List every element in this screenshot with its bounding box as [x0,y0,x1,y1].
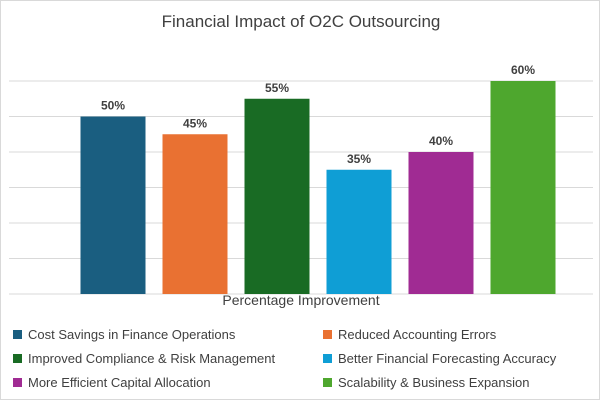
legend-label: Scalability & Business Expansion [338,374,530,390]
legend: Cost Savings in Finance Operations Reduce… [13,326,593,390]
legend-label: More Efficient Capital Allocation [28,374,211,390]
legend-item: Better Financial Forecasting Accuracy [323,350,593,366]
x-axis-title: Percentage Improvement [222,292,380,308]
legend-item: Scalability & Business Expansion [323,374,593,390]
legend-label: Reduced Accounting Errors [338,326,497,342]
legend-swatch [13,329,22,339]
legend-item: Improved Compliance & Risk Management [13,350,323,366]
legend-label: Cost Savings in Finance Operations [28,326,236,342]
data-label: 40% [429,134,453,148]
bar [490,81,556,294]
data-label: 35% [347,152,371,166]
legend-label: Improved Compliance & Risk Management [28,350,276,366]
legend-item: Reduced Accounting Errors [323,326,593,342]
bar [162,134,228,294]
data-label: 50% [101,99,125,113]
legend-swatch [323,329,332,339]
legend-swatch [13,377,22,387]
legend-swatch [13,353,22,363]
data-label: 60% [511,63,535,77]
chart-title: Financial Impact of O2C Outsourcing [161,12,441,31]
data-label: 55% [265,81,289,95]
legend-swatch [323,377,332,387]
bar [244,98,310,294]
legend-item: More Efficient Capital Allocation [13,374,323,390]
bar [408,152,474,294]
legend-swatch [323,353,332,363]
bar [80,116,146,294]
legend-item: Cost Savings in Finance Operations [13,326,323,342]
data-label: 45% [183,116,207,130]
legend-label: Better Financial Forecasting Accuracy [338,350,557,366]
bar [326,169,392,294]
